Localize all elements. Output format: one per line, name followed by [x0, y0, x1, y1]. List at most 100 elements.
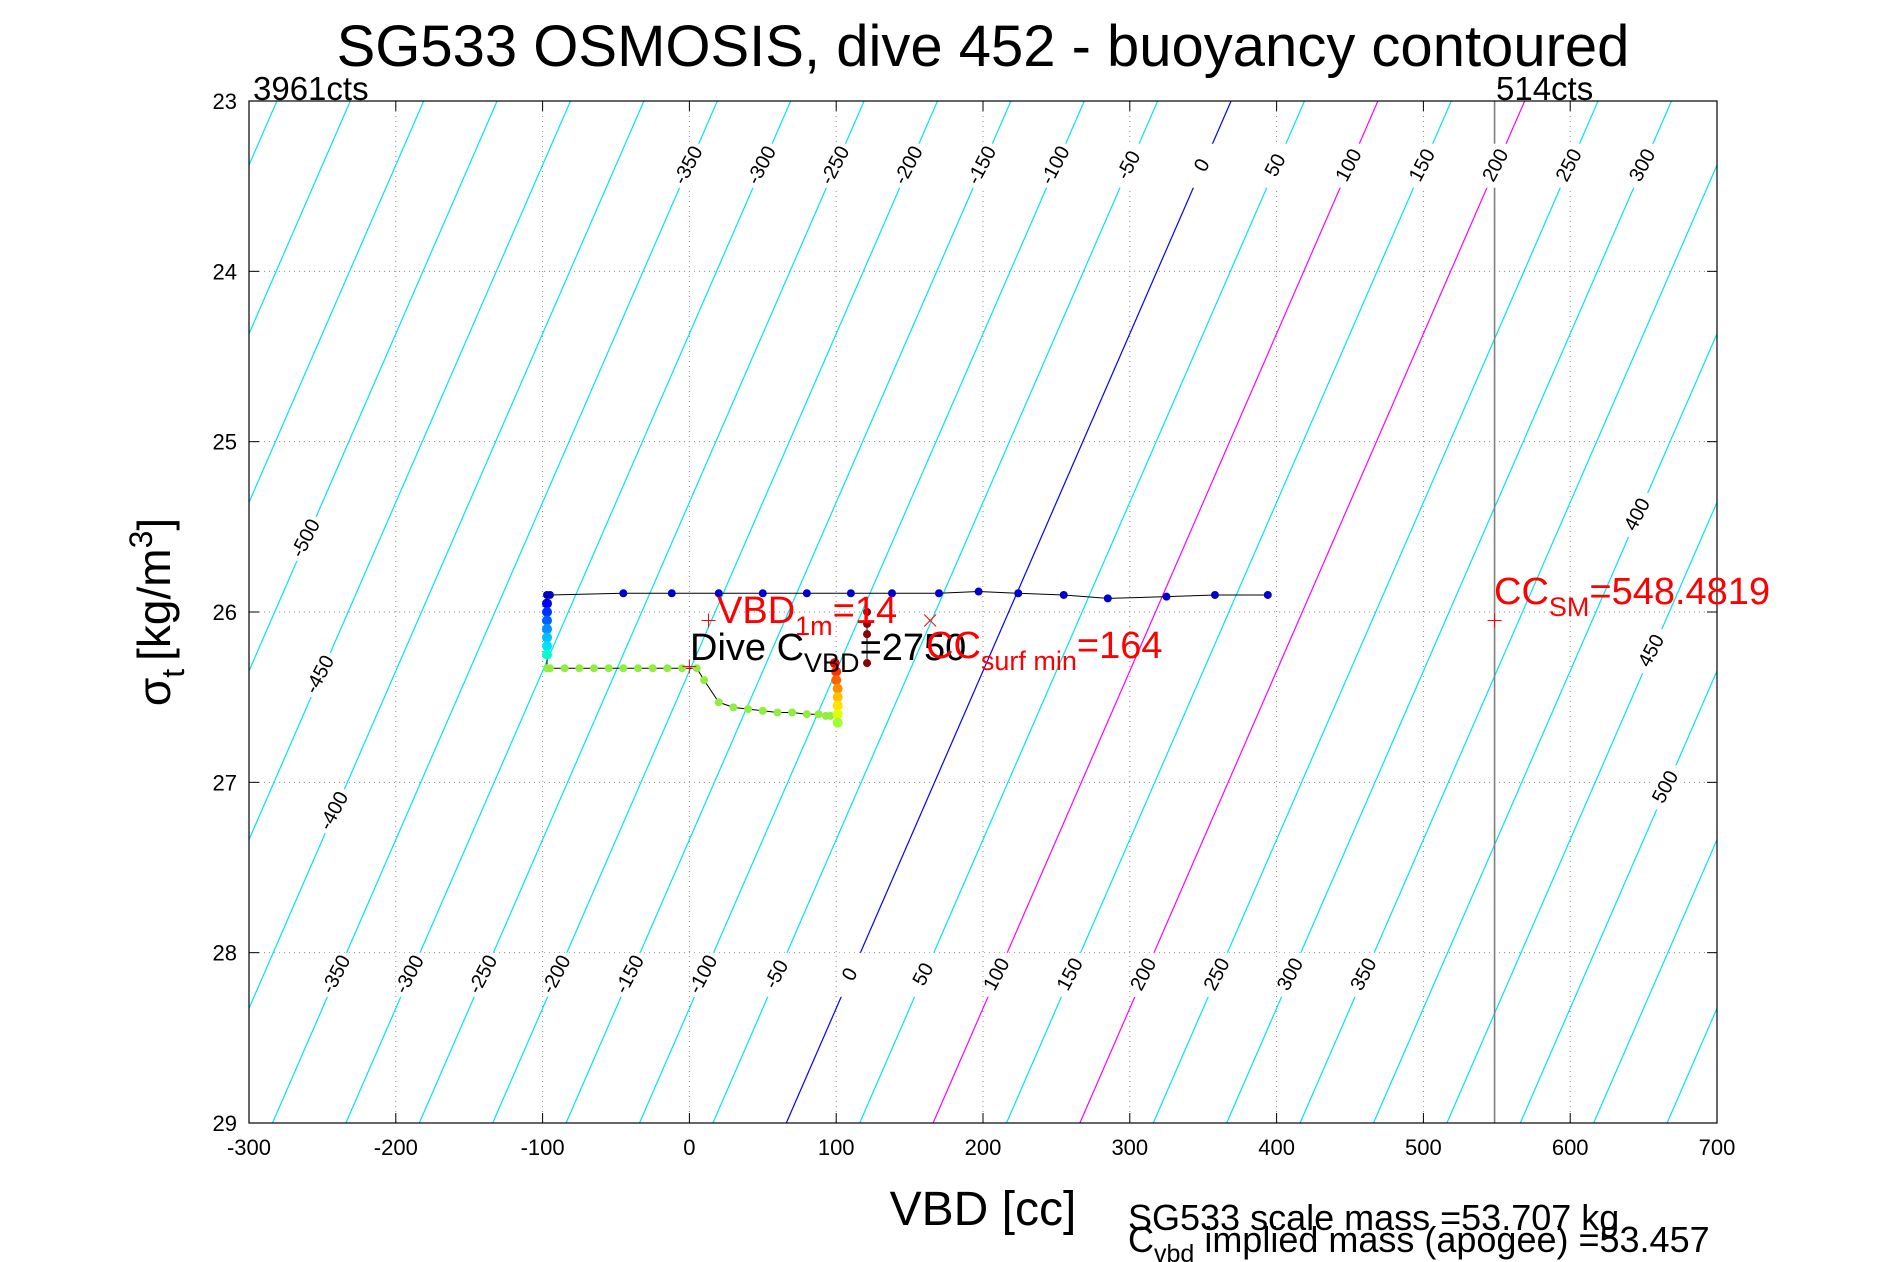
footer-scale-mass: SG533 scale mass =53.707 kg [1128, 1197, 1619, 1238]
data-point [619, 589, 628, 598]
dive-cvbd-annotation: Dive CVBD=2750 [690, 627, 966, 678]
contour-label-bg [910, 952, 939, 997]
contour-label-bg [1350, 952, 1379, 997]
contour-label-bg [1262, 143, 1291, 188]
contour-label-bg [1115, 143, 1144, 188]
data-point [1014, 589, 1023, 598]
x-tick-label: 300 [1111, 1135, 1148, 1160]
data-point [831, 666, 842, 677]
data-point [934, 589, 943, 598]
data-point [1059, 590, 1068, 599]
contour-label-bg [1482, 143, 1511, 188]
x-tick-label: -100 [521, 1135, 565, 1160]
contour-label-bg [1188, 143, 1217, 188]
data-point [589, 664, 598, 673]
dive-cvbd-sub: VBD [804, 648, 860, 678]
y-axis-label: σt [kg/m3] [123, 518, 191, 706]
contour-label-bg [306, 653, 335, 698]
data-point [542, 641, 553, 652]
cc-surf-min-annotation: CCsurf min=164 [926, 625, 1163, 676]
contour-line [492, 101, 939, 1123]
data-point [863, 608, 872, 616]
data-point [542, 598, 553, 609]
contour-label-bg [1638, 629, 1667, 674]
contour-label-bg [543, 952, 572, 997]
contour-label-bg [469, 952, 498, 997]
cc-surf-min-base: CC [926, 625, 981, 667]
vbd-1m-value: =14 [833, 590, 897, 632]
data-point [604, 664, 613, 673]
contour-line [249, 101, 645, 1010]
contour-line [249, 101, 498, 673]
contour-label-bg [292, 516, 321, 561]
cc-surf-min-sub: surf min [981, 646, 1077, 676]
contour-label-bg [895, 143, 924, 188]
cc-surf-min-value: =164 [1077, 625, 1163, 667]
contour-label-bg [1555, 143, 1584, 188]
data-point [831, 675, 842, 686]
data-point [678, 664, 687, 673]
annotations: VBD 1m=14 Dive CVBD=2750 CCsurf min=164 C… [690, 571, 1770, 678]
axis-ticks: -300 -200 -100 0 100 200 300 400 500 600 700 23 24 25… [213, 89, 1736, 1160]
contour-line [418, 101, 865, 1123]
contour-line [638, 101, 1085, 1123]
contour-label-bg [1042, 143, 1071, 188]
footer-cvbd-c: C [1128, 1219, 1154, 1260]
data-point [542, 607, 553, 617]
data-point [773, 708, 782, 717]
contour-line [271, 101, 718, 1123]
contour-line [1005, 101, 1452, 1123]
data-point [802, 710, 811, 719]
contour-label-bg [1652, 765, 1681, 810]
y-tick-label: 28 [213, 941, 237, 966]
data-point [1263, 590, 1272, 599]
contour-line-zero [785, 101, 1232, 1123]
contour-line [249, 101, 425, 504]
y-axis-label-sup: 3 [123, 531, 159, 549]
contour-label-bg [320, 789, 349, 834]
contour-label-bg [1409, 143, 1438, 188]
data-point [863, 630, 872, 639]
corner-label-left: 3961cts [253, 70, 369, 107]
data-point [887, 589, 896, 598]
data-point [542, 624, 553, 635]
y-axis-label-unit: [kg/m [128, 548, 180, 660]
data-point [863, 659, 872, 668]
contour-label-bg [821, 143, 850, 188]
x-tick-label: 600 [1552, 1135, 1589, 1160]
y-tick-label: 23 [213, 89, 237, 114]
vbd-1m-sub: 1m [795, 611, 833, 641]
contour-line-highlight [1079, 101, 1526, 1123]
cc-sm-value: =548.4819 [1589, 571, 1770, 613]
data-point [714, 698, 723, 707]
contour-label-bg [983, 952, 1012, 997]
data-point [744, 705, 753, 714]
contour-line [1226, 101, 1673, 1123]
contour-line [565, 101, 1012, 1123]
data-point [575, 664, 584, 673]
data-point [788, 708, 797, 717]
x-tick-label: -200 [374, 1135, 418, 1160]
data-point [1210, 590, 1219, 599]
contour-label-bg [1130, 952, 1159, 997]
contour-label-bg [1056, 952, 1085, 997]
y-tick-label: 29 [213, 1111, 237, 1136]
data-point [542, 649, 553, 660]
cc-sm-sub: SM [1549, 592, 1590, 622]
data-point [863, 619, 872, 628]
y-tick-label: 26 [213, 600, 237, 625]
footer-implied-rest: implied mass (apogee) =53.457 [1194, 1219, 1709, 1260]
data-point [560, 664, 569, 673]
contour-line [249, 101, 572, 842]
contour-label-bg [1624, 492, 1653, 537]
y-tick-label: 27 [213, 770, 237, 795]
chart-title: SG533 OSMOSIS, dive 452 - buoyancy conto… [337, 14, 1630, 79]
contour-label-bg [748, 143, 777, 188]
x-tick-label: 500 [1405, 1135, 1442, 1160]
contour-label-bg [968, 143, 997, 188]
footer-implied-mass: Cvbd implied mass (apogee) =53.457 [1128, 1219, 1710, 1262]
y-axis-label-close: ] [128, 518, 180, 531]
x-tick-label: 700 [1699, 1135, 1736, 1160]
x-tick-label: -300 [227, 1135, 271, 1160]
